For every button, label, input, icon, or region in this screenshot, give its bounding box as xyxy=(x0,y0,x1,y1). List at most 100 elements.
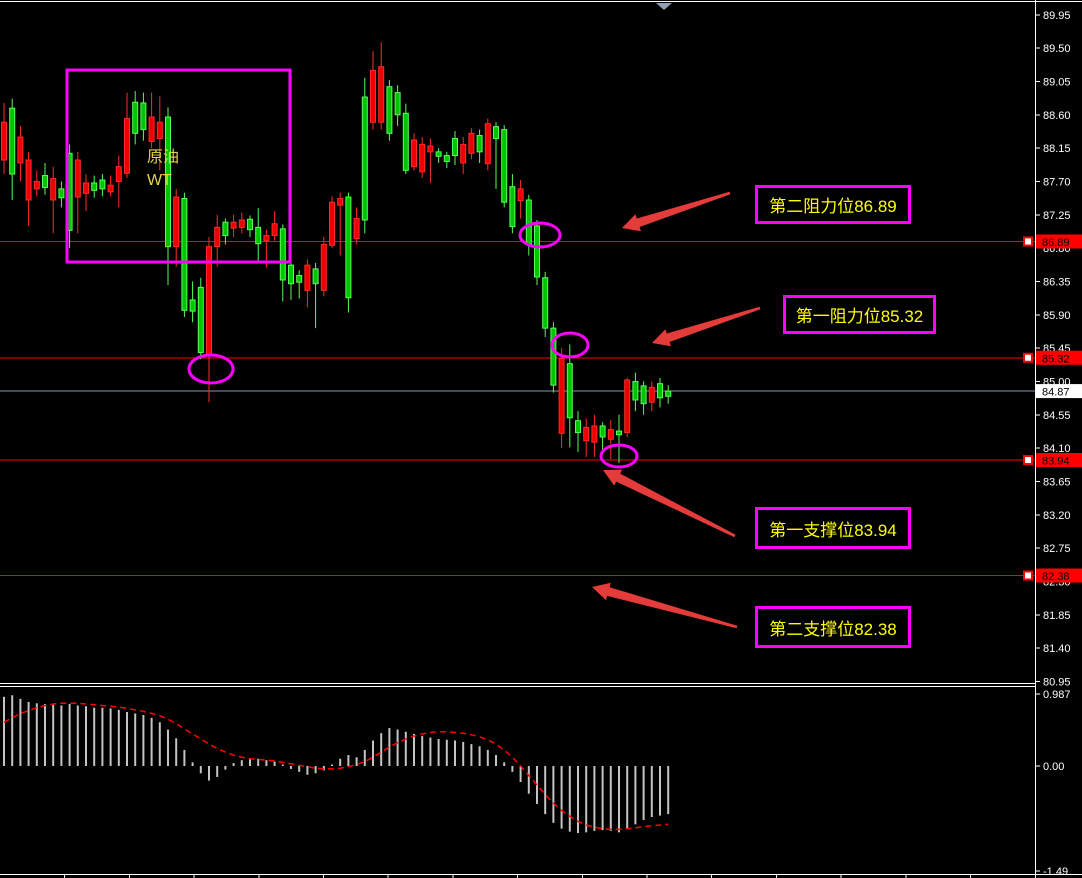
pointer-arrow[interactable] xyxy=(592,582,738,629)
candle-body xyxy=(550,327,557,386)
level-price-badge xyxy=(1036,234,1082,249)
candle-body xyxy=(534,225,540,278)
candle-body xyxy=(83,182,89,194)
resistance-1-label[interactable]: 第一阻力位85.32 xyxy=(783,295,936,334)
pointer-arrow[interactable] xyxy=(603,469,736,538)
candle-body xyxy=(197,286,204,354)
indicator-axis-label: -1.49 xyxy=(1043,866,1068,878)
candle-body xyxy=(279,228,286,281)
candle-body xyxy=(17,136,24,164)
scroll-to-end-marker[interactable] xyxy=(656,3,672,10)
candle-body xyxy=(370,69,376,123)
candle-body xyxy=(181,198,188,311)
price-axis-label: 88.60 xyxy=(1043,110,1071,122)
line-end-marker xyxy=(1023,454,1033,465)
candle-body xyxy=(148,116,155,142)
price-axis-label: 89.05 xyxy=(1043,76,1071,88)
candle-body xyxy=(591,425,598,443)
candle-body xyxy=(493,126,499,140)
candle-body xyxy=(247,218,253,231)
candle-body xyxy=(353,218,360,240)
price-axis-label: 87.70 xyxy=(1043,176,1071,188)
candle-body xyxy=(74,159,81,198)
candle-body xyxy=(599,425,606,438)
candle-body xyxy=(640,385,647,405)
price-axis-label: 85.90 xyxy=(1043,310,1071,322)
candle-body xyxy=(648,386,655,403)
candle-body xyxy=(583,426,590,442)
candle-body xyxy=(189,299,196,312)
current-price-badge-text: 84.87 xyxy=(1042,387,1070,399)
line-end-marker xyxy=(1023,570,1033,581)
candle-body xyxy=(222,221,229,237)
candle-body xyxy=(115,166,122,182)
candle-body xyxy=(33,180,40,190)
support-1-label[interactable]: 第一支撑位83.94 xyxy=(755,507,911,549)
candle-body xyxy=(107,184,114,193)
highlight-ellipse[interactable] xyxy=(518,221,562,249)
pointer-arrow[interactable] xyxy=(622,191,731,232)
candle-body xyxy=(378,66,385,123)
candle-body xyxy=(263,235,270,242)
candle-body xyxy=(443,155,450,162)
candle-body xyxy=(156,121,163,140)
candle-body xyxy=(255,226,262,245)
candle-body xyxy=(435,151,442,157)
candle-body xyxy=(345,196,352,299)
candle-body xyxy=(616,430,622,436)
candle-body xyxy=(329,201,335,246)
highlight-ellipse[interactable] xyxy=(550,331,590,359)
candle-body xyxy=(402,112,409,171)
candle-body xyxy=(304,264,311,291)
line-end-marker xyxy=(1023,236,1033,247)
candle-body xyxy=(50,178,57,201)
candle-body xyxy=(411,139,417,168)
level-price-badge-text: 83.94 xyxy=(1042,455,1070,467)
price-axis-label: 84.10 xyxy=(1043,443,1071,455)
symbol-code: WT xyxy=(147,172,172,189)
highlight-ellipse[interactable] xyxy=(187,353,235,385)
candle-body xyxy=(296,275,303,283)
price-axis-label: 83.20 xyxy=(1043,510,1071,522)
candle-body xyxy=(140,102,147,131)
candle-body xyxy=(99,179,106,190)
candle-body xyxy=(386,86,393,134)
candle-body xyxy=(214,226,221,248)
level-price-badge xyxy=(1036,568,1082,583)
candle-body xyxy=(173,196,180,248)
candle-body xyxy=(525,199,532,245)
candle-body xyxy=(271,223,278,237)
candle-body xyxy=(509,186,516,228)
candle-body xyxy=(132,101,139,134)
highlight-ellipse[interactable] xyxy=(599,443,639,469)
level-price-badge xyxy=(1036,452,1082,467)
candle-body xyxy=(394,92,401,116)
candle-body xyxy=(484,123,491,165)
candle-body xyxy=(476,135,483,153)
level-price-badge-text: 85.32 xyxy=(1042,353,1070,365)
level-price-badge-text: 82.38 xyxy=(1042,571,1070,583)
candle-body xyxy=(575,420,581,434)
candle-body xyxy=(58,188,65,199)
pointer-arrow[interactable] xyxy=(652,306,761,347)
candle-body xyxy=(230,221,237,229)
resistance-2-label[interactable]: 第二阻力位86.89 xyxy=(755,185,911,224)
candle-body xyxy=(566,363,573,419)
price-axis-label: 86.35 xyxy=(1043,276,1071,288)
price-axis-label: 88.15 xyxy=(1043,143,1071,155)
support-2-label[interactable]: 第二支撑位82.38 xyxy=(755,606,911,648)
candle-body xyxy=(501,129,508,203)
line-end-marker xyxy=(1023,352,1033,363)
candle-body xyxy=(238,219,245,228)
candle-body xyxy=(607,429,614,440)
price-axis-label: 87.25 xyxy=(1043,210,1071,222)
candle-body xyxy=(632,380,639,401)
price-axis-label: 84.55 xyxy=(1043,410,1071,422)
candle-body xyxy=(320,243,327,291)
candle-body xyxy=(288,264,294,285)
highlight-rectangle[interactable] xyxy=(65,68,292,264)
candle-body xyxy=(337,198,344,206)
price-axis-label: 89.95 xyxy=(1043,10,1071,22)
